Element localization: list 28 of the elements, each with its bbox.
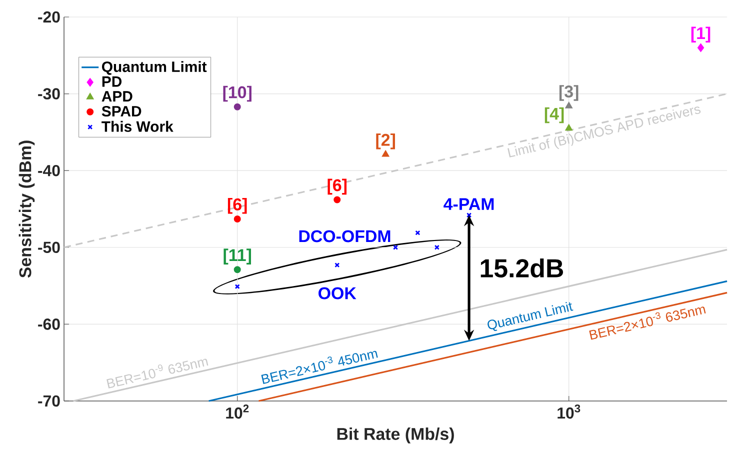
annotation: DCO-OFDM: [299, 230, 390, 242]
annotation: [3]: [559, 85, 578, 101]
annotation: OOK: [318, 287, 356, 300]
y-axis-title: Sensitivity (dBm): [18, 140, 35, 278]
annotation: [6]: [228, 198, 247, 214]
legend-label: Quantum Limit: [102, 61, 207, 75]
annotation: [2]: [376, 133, 395, 150]
annotation: 15.2dB: [480, 258, 564, 278]
annotation: 4-PAM: [444, 198, 494, 210]
y-tick-label: -50: [38, 242, 60, 254]
y-tick-label: -70: [38, 395, 60, 407]
x-axis-title: Bit Rate (Mb/s): [337, 428, 454, 444]
annotation: [10]: [223, 86, 252, 102]
annotation: [11]: [224, 248, 251, 264]
y-tick-label: -60: [38, 318, 60, 330]
x-tick-label: 10$^{3}$: [558, 404, 580, 419]
y-tick-label: -40: [38, 164, 60, 176]
annotation: [6]: [328, 178, 347, 195]
annotation: Quantum Limit: [488, 302, 574, 331]
y-tick-label: -20: [38, 11, 60, 23]
legend-label: SPAD: [102, 106, 142, 117]
y-tick-label: -30: [38, 88, 60, 100]
legend-label: PD: [102, 76, 122, 87]
legend-label: This Work: [102, 120, 174, 132]
legend-label: APD: [102, 91, 132, 102]
annotation: [1]: [691, 26, 710, 43]
x-tick-label: 10$^{2}$: [226, 404, 249, 419]
annotation: [4]: [544, 107, 564, 124]
